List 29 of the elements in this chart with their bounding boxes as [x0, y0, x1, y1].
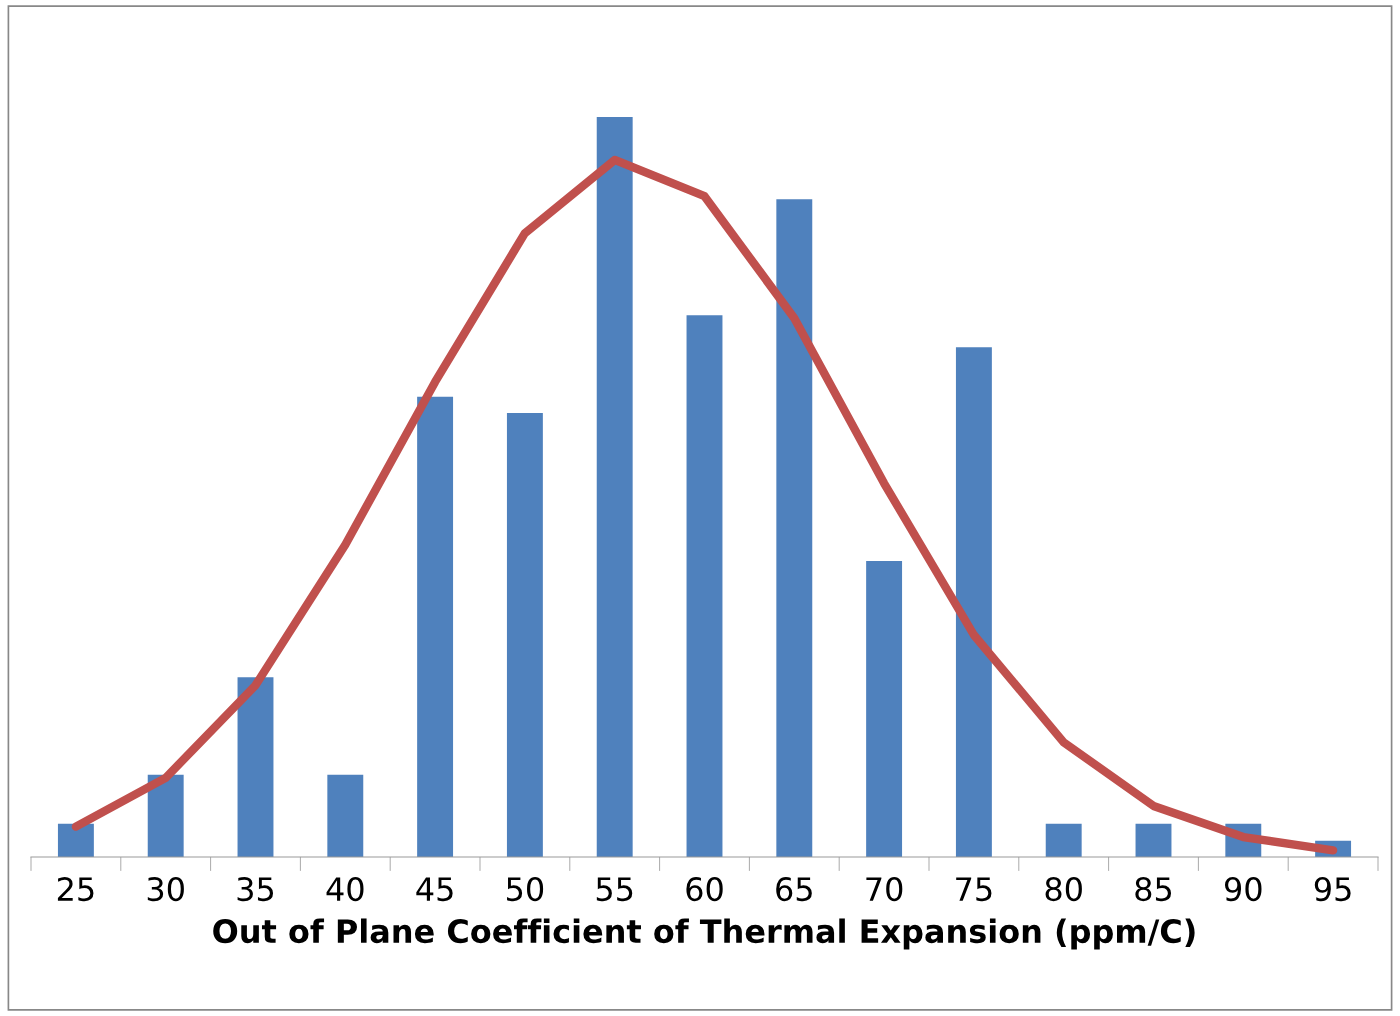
- bar: [1135, 823, 1172, 857]
- bar: [866, 561, 903, 857]
- x-tick-label: 80: [1045, 877, 1082, 902]
- x-tick-label: 50: [507, 877, 544, 902]
- bar: [686, 315, 723, 857]
- bar: [327, 774, 364, 857]
- bar: [596, 117, 633, 857]
- bar: [57, 823, 94, 857]
- x-tick-label: 70: [866, 877, 903, 902]
- x-tick-label: 30: [147, 877, 184, 902]
- x-tick-label: 95: [1314, 877, 1351, 902]
- x-tick-label: 90: [1224, 877, 1262, 902]
- x-tick-label: 85: [1135, 877, 1172, 902]
- bar: [237, 677, 274, 857]
- bar: [417, 396, 454, 857]
- bar: [776, 199, 813, 857]
- x-tick-label: 25: [57, 877, 94, 902]
- x-tick-label: 75: [956, 877, 992, 902]
- x-tick-label: 45: [416, 877, 453, 902]
- x-tick-label: 55: [596, 877, 633, 902]
- x-tick-label: 60: [686, 877, 723, 902]
- x-tick-label: 40: [326, 877, 364, 902]
- bar: [955, 347, 992, 857]
- x-axis-title: Out of Plane Coefficient of Thermal Expansion (ppm/C): [213, 918, 1195, 950]
- bar: [506, 413, 543, 857]
- x-tick-label: 65: [776, 877, 812, 902]
- bar: [147, 774, 184, 857]
- bar: [1045, 823, 1082, 857]
- x-tick-label: 35: [237, 877, 274, 902]
